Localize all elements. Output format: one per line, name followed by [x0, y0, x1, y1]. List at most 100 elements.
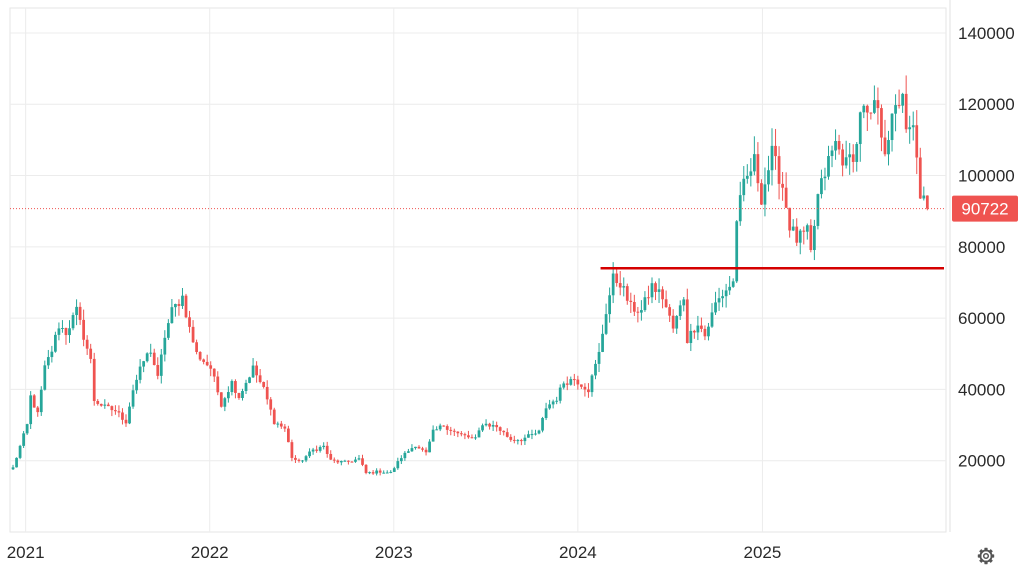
- candle: [385, 470, 389, 474]
- candle: [226, 386, 230, 403]
- candle: [159, 348, 163, 384]
- candle: [820, 169, 823, 199]
- x-tick-label: 2024: [559, 543, 597, 562]
- x-tick-label: 2023: [375, 543, 413, 562]
- candle: [904, 75, 908, 133]
- candle: [50, 345, 54, 363]
- candle: [265, 380, 269, 405]
- candle: [75, 299, 78, 326]
- candle: [647, 285, 650, 305]
- candle: [738, 181, 742, 226]
- candle: [209, 361, 213, 377]
- candle: [897, 89, 901, 109]
- candle: [851, 144, 855, 173]
- candle: [170, 299, 174, 324]
- candle: [184, 293, 188, 319]
- candle: [604, 303, 608, 336]
- candle: [534, 429, 537, 436]
- candle: [467, 430, 470, 439]
- candle: [509, 434, 513, 442]
- current-price-badge: 90722: [952, 195, 1018, 222]
- candle: [403, 451, 407, 461]
- candle: [735, 220, 739, 284]
- candle: [435, 426, 439, 431]
- settings-button[interactable]: [977, 547, 995, 565]
- candle: [505, 428, 509, 438]
- candle: [459, 431, 463, 437]
- candle: [784, 172, 788, 209]
- candle: [541, 416, 544, 433]
- candle: [745, 164, 749, 184]
- candle: [57, 322, 61, 341]
- candle: [149, 343, 153, 357]
- candle: [357, 454, 361, 461]
- candle: [71, 312, 75, 331]
- candle: [103, 399, 107, 409]
- candle: [756, 142, 760, 192]
- candle: [25, 423, 29, 435]
- candle: [523, 434, 527, 445]
- candle: [188, 310, 191, 333]
- candle: [128, 402, 131, 425]
- candle: [174, 303, 177, 317]
- candle: [205, 354, 209, 367]
- candle: [219, 392, 223, 408]
- candle: [371, 470, 375, 475]
- candle: [396, 457, 400, 470]
- candle: [110, 405, 114, 417]
- candle: [399, 455, 403, 465]
- candle: [580, 384, 583, 390]
- candle: [15, 457, 18, 468]
- candle: [590, 374, 594, 397]
- x-tick-label: 2022: [191, 543, 229, 562]
- y-tick-label: 20000: [958, 452, 1005, 471]
- candle: [894, 94, 897, 132]
- candle: [82, 309, 86, 347]
- candle: [650, 277, 654, 304]
- candle: [96, 399, 100, 406]
- candle: [675, 315, 679, 334]
- candle: [830, 145, 834, 168]
- candle: [911, 111, 915, 141]
- candle: [682, 296, 686, 312]
- candle: [724, 283, 728, 308]
- candle: [572, 373, 576, 386]
- candle: [410, 444, 414, 452]
- candle: [276, 421, 280, 428]
- candle: [491, 420, 495, 431]
- candle: [774, 128, 777, 170]
- candle: [915, 110, 919, 175]
- candle: [212, 368, 216, 383]
- candle: [318, 445, 322, 453]
- candle: [481, 423, 484, 432]
- candle: [438, 423, 442, 432]
- candle: [608, 287, 612, 323]
- y-tick-label: 40000: [958, 380, 1005, 399]
- candle: [890, 113, 894, 152]
- candle: [837, 134, 841, 155]
- candle: [202, 358, 206, 365]
- candle: [858, 111, 862, 162]
- candle: [258, 369, 262, 384]
- candle: [887, 130, 890, 166]
- candle: [880, 104, 883, 152]
- candle: [452, 428, 456, 437]
- candle: [230, 379, 234, 396]
- candle: [632, 294, 636, 317]
- candles: [11, 75, 929, 476]
- candle: [551, 399, 555, 409]
- grid: [9, 0, 951, 533]
- candle: [752, 136, 756, 176]
- candle: [343, 459, 347, 462]
- candle: [421, 446, 424, 452]
- candle: [770, 128, 774, 186]
- candle: [78, 302, 82, 325]
- overlays: 90722: [10, 195, 1018, 270]
- candle: [39, 386, 43, 416]
- candle: [297, 458, 301, 463]
- candle: [583, 383, 587, 397]
- candle: [347, 460, 350, 465]
- candle: [668, 304, 672, 322]
- candle: [325, 441, 329, 458]
- candle: [181, 287, 184, 309]
